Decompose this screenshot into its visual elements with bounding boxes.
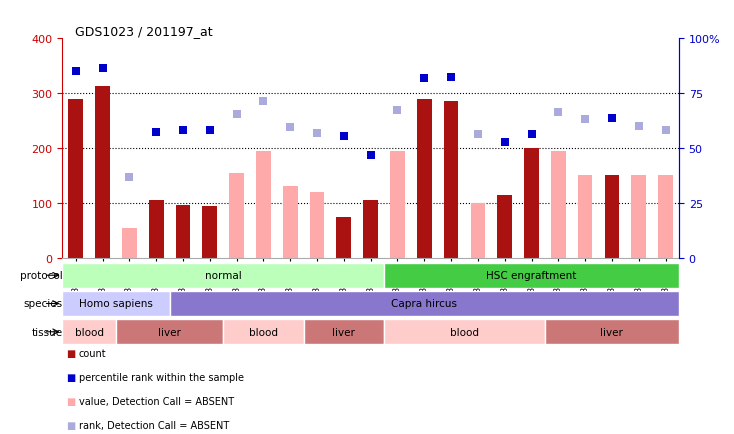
Text: count: count — [79, 348, 106, 358]
Text: protocol: protocol — [20, 271, 62, 280]
Text: Homo sapiens: Homo sapiens — [79, 299, 153, 309]
Bar — [175, 206, 190, 258]
Bar — [336, 217, 352, 258]
Point — [472, 132, 484, 138]
Bar — [304, 319, 384, 345]
Text: value, Detection Call = ABSENT: value, Detection Call = ABSENT — [79, 396, 233, 406]
Text: tissue: tissue — [32, 327, 62, 337]
Text: blood: blood — [249, 327, 278, 337]
Text: liver: liver — [333, 327, 355, 337]
Bar — [283, 187, 297, 258]
Bar — [310, 192, 324, 258]
Text: blood: blood — [75, 327, 103, 337]
Point — [526, 132, 537, 138]
Bar — [62, 263, 384, 288]
Point — [365, 152, 377, 159]
Point — [499, 140, 511, 147]
Point — [123, 174, 135, 181]
Bar — [229, 173, 244, 258]
Bar — [116, 319, 223, 345]
Text: percentile rank within the sample: percentile rank within the sample — [79, 372, 244, 382]
Bar — [631, 176, 646, 258]
Text: species: species — [23, 299, 62, 309]
Bar — [384, 263, 679, 288]
Point — [553, 109, 564, 116]
Point — [311, 130, 323, 137]
Point — [150, 129, 162, 136]
Text: ■: ■ — [66, 396, 76, 406]
Bar — [62, 319, 116, 345]
Point — [392, 107, 404, 114]
Bar — [68, 99, 83, 258]
Bar — [444, 102, 459, 258]
Point — [70, 69, 81, 76]
Bar — [658, 176, 673, 258]
Point — [258, 99, 269, 105]
Text: ■: ■ — [66, 372, 76, 382]
Point — [230, 111, 242, 118]
Point — [579, 117, 591, 124]
Text: blood: blood — [450, 327, 479, 337]
Bar — [62, 291, 170, 316]
Point — [338, 133, 349, 140]
Bar — [95, 87, 110, 258]
Bar — [524, 148, 539, 258]
Point — [284, 125, 296, 132]
Point — [177, 128, 189, 135]
Bar — [470, 204, 485, 258]
Point — [418, 75, 430, 82]
Bar — [545, 319, 679, 345]
Text: normal: normal — [205, 271, 241, 280]
Bar — [256, 151, 271, 258]
Bar — [223, 319, 304, 345]
Text: rank, Detection Call = ABSENT: rank, Detection Call = ABSENT — [79, 420, 229, 430]
Bar — [149, 201, 164, 258]
Bar — [551, 151, 566, 258]
Text: liver: liver — [600, 327, 623, 337]
Point — [446, 74, 457, 81]
Bar — [363, 201, 378, 258]
Bar — [122, 228, 137, 258]
Point — [204, 128, 216, 135]
Bar — [203, 206, 217, 258]
Bar — [390, 151, 405, 258]
Point — [660, 128, 672, 135]
Point — [606, 115, 618, 122]
Bar — [498, 195, 512, 258]
Text: ■: ■ — [66, 348, 76, 358]
Bar — [578, 176, 592, 258]
Text: ■: ■ — [66, 420, 76, 430]
Text: GDS1023 / 201197_at: GDS1023 / 201197_at — [75, 25, 212, 38]
Text: HSC engraftment: HSC engraftment — [487, 271, 577, 280]
Text: liver: liver — [159, 327, 181, 337]
Bar — [605, 176, 619, 258]
Point — [633, 123, 644, 130]
Bar — [417, 99, 432, 258]
Bar — [384, 319, 545, 345]
Text: Capra hircus: Capra hircus — [391, 299, 457, 309]
Bar — [170, 291, 679, 316]
Point — [97, 66, 109, 72]
